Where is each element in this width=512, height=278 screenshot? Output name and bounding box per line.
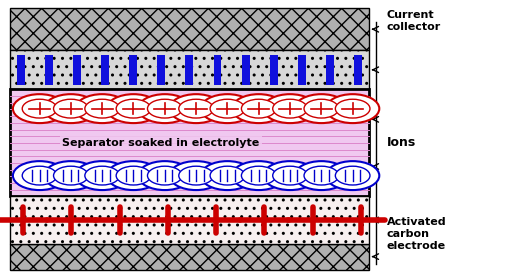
Circle shape (116, 166, 151, 185)
Bar (242, 55, 249, 85)
Circle shape (13, 94, 66, 123)
Bar (354, 55, 362, 85)
Circle shape (273, 99, 307, 118)
Bar (298, 55, 306, 85)
Circle shape (54, 99, 88, 118)
Circle shape (232, 94, 285, 123)
Bar (10, 244, 369, 270)
Text: Separator soaked in electrolyte: Separator soaked in electrolyte (62, 138, 260, 148)
Circle shape (85, 99, 119, 118)
Text: Ions: Ions (387, 136, 416, 149)
Circle shape (44, 94, 97, 123)
Circle shape (116, 99, 151, 118)
Circle shape (169, 94, 223, 123)
Circle shape (169, 161, 223, 190)
Circle shape (107, 94, 160, 123)
Bar (157, 55, 165, 85)
Bar (130, 55, 137, 85)
Bar (10, 197, 369, 244)
Circle shape (13, 161, 66, 190)
Circle shape (107, 161, 160, 190)
Circle shape (201, 161, 254, 190)
Circle shape (54, 166, 88, 185)
Circle shape (232, 161, 285, 190)
Circle shape (335, 166, 370, 185)
Circle shape (304, 166, 338, 185)
Bar (270, 55, 278, 85)
Text: Current
collector: Current collector (387, 10, 441, 32)
Circle shape (210, 99, 245, 118)
Bar (73, 55, 81, 85)
Circle shape (241, 99, 276, 118)
Circle shape (335, 99, 370, 118)
Circle shape (22, 166, 57, 185)
Bar (326, 55, 334, 85)
Circle shape (273, 166, 307, 185)
Circle shape (44, 161, 97, 190)
Circle shape (210, 166, 245, 185)
Circle shape (241, 166, 276, 185)
Circle shape (201, 94, 254, 123)
Bar (10, 50, 369, 89)
Circle shape (295, 94, 348, 123)
Circle shape (179, 99, 214, 118)
Circle shape (76, 94, 129, 123)
Circle shape (138, 94, 191, 123)
Circle shape (179, 166, 214, 185)
Circle shape (326, 94, 379, 123)
Circle shape (85, 166, 119, 185)
Circle shape (76, 161, 129, 190)
Circle shape (263, 94, 317, 123)
Bar (17, 55, 25, 85)
Bar (45, 55, 53, 85)
Bar (10, 8, 369, 50)
Circle shape (22, 99, 57, 118)
Bar (101, 55, 109, 85)
Circle shape (295, 161, 348, 190)
Text: Activated
carbon
electrode: Activated carbon electrode (387, 217, 446, 250)
Circle shape (147, 99, 182, 118)
Bar (214, 55, 222, 85)
Bar (185, 55, 194, 85)
Circle shape (138, 161, 191, 190)
Bar (10, 89, 369, 197)
Circle shape (147, 166, 182, 185)
Circle shape (326, 161, 379, 190)
Circle shape (304, 99, 338, 118)
Circle shape (263, 161, 317, 190)
